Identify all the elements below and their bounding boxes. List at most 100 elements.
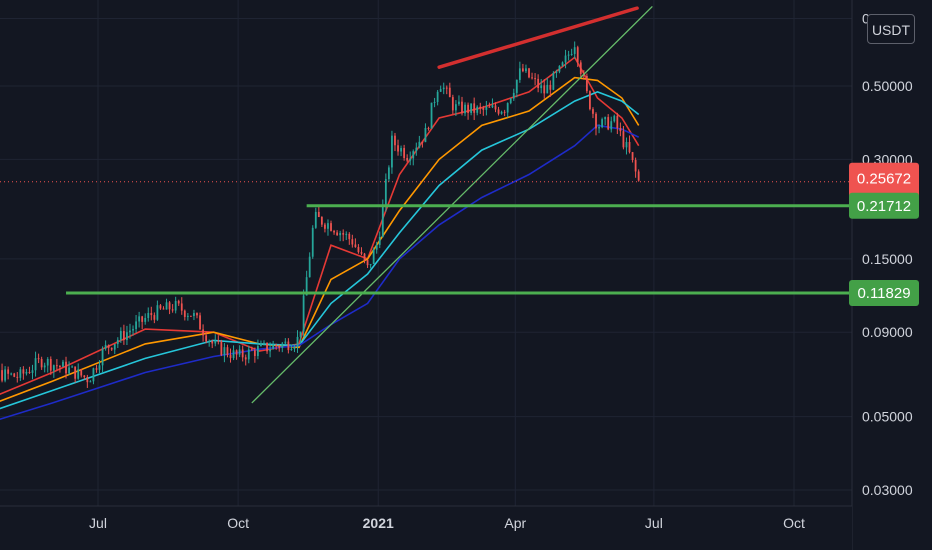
y-tick-label: 0.15000 — [862, 251, 913, 267]
candle-body — [86, 377, 89, 383]
candle-body — [412, 151, 415, 159]
candle-body — [275, 344, 278, 347]
moving-average-line — [0, 91, 640, 410]
candle-body — [531, 77, 533, 79]
candle-body — [217, 340, 220, 342]
candle-body — [366, 259, 369, 266]
candle-body — [595, 113, 597, 129]
candle-body — [473, 103, 476, 113]
candle-body — [637, 171, 640, 181]
candle-body — [372, 249, 375, 264]
candle-body — [445, 87, 448, 89]
candle-body — [543, 85, 546, 94]
candle-body — [202, 329, 204, 336]
candle-body — [299, 331, 302, 337]
candle-body — [391, 135, 393, 168]
candle-body — [339, 233, 342, 236]
candle-body — [308, 256, 311, 278]
candle-body — [31, 370, 34, 373]
candle-body — [193, 313, 195, 317]
candle-body — [573, 47, 576, 54]
candle-body — [232, 350, 235, 359]
moving-average-line — [0, 124, 640, 421]
candle-body — [311, 227, 314, 257]
candle-body — [436, 91, 439, 102]
candle-body — [162, 308, 165, 310]
candle-body — [482, 107, 485, 110]
candle-body — [546, 84, 549, 94]
candle-body — [287, 341, 290, 351]
candle-body — [458, 101, 460, 105]
candle-body — [132, 328, 134, 331]
candle-body — [235, 350, 238, 355]
candle-body — [451, 97, 454, 111]
candle-body — [165, 302, 168, 310]
candle-body — [229, 354, 232, 359]
candle-body — [260, 343, 262, 347]
candle-body — [418, 141, 421, 148]
currency-button[interactable]: USDT — [867, 14, 915, 44]
candle-body — [281, 343, 284, 348]
candle-body — [506, 103, 509, 113]
price-axis-panel[interactable] — [852, 0, 932, 550]
drawn-lines — [66, 6, 852, 404]
candle-body — [564, 55, 567, 63]
candle-body — [168, 302, 171, 310]
candle-body — [534, 78, 536, 80]
candle-body — [570, 53, 573, 55]
candle-body — [116, 339, 119, 345]
time-axis-panel[interactable] — [0, 506, 852, 550]
candle-body — [171, 309, 174, 311]
candle-body — [317, 211, 320, 218]
candle-body — [71, 366, 74, 368]
candle-body — [579, 62, 582, 74]
candle-body — [634, 160, 637, 172]
y-tick-label: 0.05000 — [862, 409, 913, 425]
candle-body — [585, 75, 588, 92]
candle-body — [126, 332, 128, 341]
candle-body — [49, 358, 52, 371]
candle-body — [177, 301, 180, 304]
x-tick-label: Jul — [89, 515, 107, 531]
x-tick-label: 2021 — [363, 515, 394, 531]
candle-body — [65, 361, 67, 374]
candle-body — [336, 232, 339, 236]
candle-body — [110, 347, 113, 350]
candle-body — [589, 91, 591, 110]
time-axis-labels: Jul Oct 2021 Apr Jul Oct — [89, 515, 805, 531]
candle-body — [19, 369, 22, 378]
candle-body — [430, 102, 433, 129]
candle-body — [491, 105, 494, 108]
candle-body — [174, 301, 177, 311]
candle-body — [220, 341, 223, 356]
candle-body — [479, 106, 482, 108]
level-price-label: 0.11829 — [857, 285, 910, 302]
candle-body — [357, 247, 360, 253]
candle-body — [180, 303, 183, 311]
candle-body — [345, 233, 348, 235]
candle-body — [156, 305, 159, 320]
candle-body — [424, 127, 427, 143]
candle-body — [34, 358, 37, 371]
candle-body — [476, 106, 479, 113]
candle-body — [439, 89, 442, 92]
candle-body — [610, 121, 613, 130]
candle-body — [488, 106, 491, 108]
candle-body — [92, 368, 95, 382]
candle-body — [159, 305, 162, 309]
candle-body — [263, 342, 265, 344]
candle-body — [549, 84, 552, 90]
candle-body — [89, 381, 92, 383]
candle-body — [616, 115, 619, 129]
candle-body — [333, 230, 335, 233]
candle-body — [22, 369, 25, 374]
candle-body — [320, 217, 323, 225]
candle-body — [107, 344, 110, 348]
y-tick-label: 0.50000 — [862, 78, 913, 94]
candle-body — [43, 365, 46, 368]
level-price-tag — [849, 279, 919, 306]
candlesticks — [1, 41, 640, 388]
